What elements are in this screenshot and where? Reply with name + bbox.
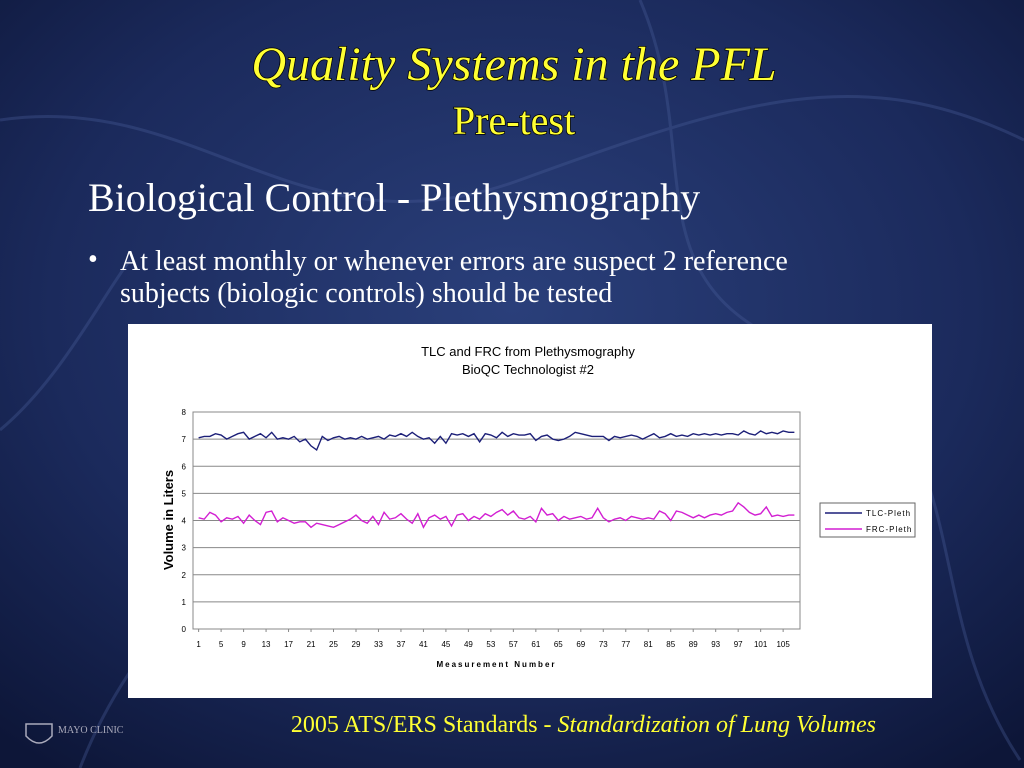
x-tick-label: 97 (734, 640, 743, 649)
y-tick-label: 1 (182, 598, 187, 607)
legend-box (819, 502, 916, 538)
y-tick-label: 8 (182, 408, 187, 417)
logo-text: MAYO CLINIC (58, 725, 124, 736)
y-tick-label: 2 (182, 571, 187, 580)
x-tick-label: 21 (307, 640, 316, 649)
bullet-dot: • (88, 244, 98, 275)
x-tick-label: 77 (621, 640, 630, 649)
y-tick-label: 3 (182, 544, 187, 553)
x-tick-label: 101 (754, 640, 768, 649)
footer-plain: 2005 ATS/ERS Standards - (291, 712, 558, 738)
x-tick-label: 45 (441, 640, 450, 649)
logo-shield (25, 723, 53, 744)
series-line (198, 501, 795, 529)
legend-label: TLC-Pleth (866, 509, 911, 518)
x-tick-label: 53 (486, 640, 495, 649)
chart-title: BioQC Technologist #2 (462, 362, 594, 377)
x-tick-label: 13 (262, 640, 271, 649)
x-tick-label: 89 (689, 640, 698, 649)
x-tick-label: 65 (554, 640, 563, 649)
x-tick-label: 69 (576, 640, 585, 649)
y-tick-label: 5 (182, 489, 187, 498)
x-tick-label: 85 (666, 640, 675, 649)
plot-frame (192, 411, 801, 630)
x-tick-label: 37 (397, 640, 406, 649)
bullet-line: subjects (biologic controls) should be t… (120, 278, 612, 309)
x-tick-label: 61 (531, 640, 540, 649)
x-tick-label: 17 (284, 640, 293, 649)
x-tick-label: 93 (711, 640, 720, 649)
slide-title: Quality Systems in the PFL (251, 38, 776, 91)
y-tick-label: 7 (182, 435, 187, 444)
y-tick-label: 4 (182, 517, 187, 526)
chart-panel (128, 324, 932, 698)
x-axis-label: Measurement Number (436, 660, 556, 669)
y-tick-label: 6 (182, 462, 187, 471)
x-tick-label: 9 (241, 640, 246, 649)
chart-title: TLC and FRC from Plethysmography (421, 344, 635, 359)
slide-subtitle: Pre-test (453, 98, 575, 143)
series-line (198, 430, 795, 452)
x-tick-label: 105 (776, 640, 790, 649)
legend-label: FRC-Pleth (866, 525, 912, 534)
bullet-line: At least monthly or whenever errors are … (120, 246, 788, 277)
heading: Biological Control - Plethysmography (88, 175, 700, 220)
x-tick-label: 57 (509, 640, 518, 649)
x-tick-label: 29 (352, 640, 361, 649)
chart: TLC and FRC from Plethysmography BioQC Te… (161, 344, 916, 669)
x-tick-label: 81 (644, 640, 653, 649)
x-tick-label: 73 (599, 640, 608, 649)
x-tick-label: 25 (329, 640, 338, 649)
y-axis-label: Volume in Liters (161, 470, 176, 570)
x-tick-label: 49 (464, 640, 473, 649)
logo: MAYO CLINIC (25, 723, 124, 744)
footer-italic: Standardization of Lung Volumes (558, 712, 876, 738)
x-tick-label: 5 (219, 640, 224, 649)
x-tick-label: 33 (374, 640, 383, 649)
x-tick-label: 1 (196, 640, 201, 649)
y-tick-label: 0 (182, 625, 187, 634)
footer: 2005 ATS/ERS Standards - Standardization… (291, 712, 876, 738)
x-tick-label: 41 (419, 640, 428, 649)
